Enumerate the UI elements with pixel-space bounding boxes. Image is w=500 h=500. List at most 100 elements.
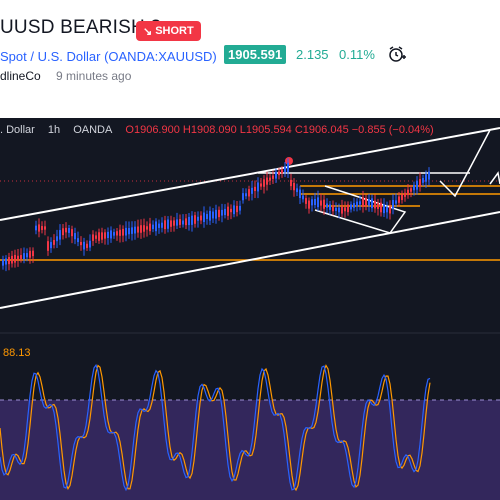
candle-body	[140, 225, 142, 233]
badge-label: SHORT	[155, 25, 194, 37]
candle-body	[338, 207, 340, 213]
legend-interval: 1h	[47, 124, 61, 136]
candle-body	[68, 228, 70, 233]
candle-body	[257, 182, 259, 192]
candle-body	[113, 232, 115, 236]
candle-body	[347, 204, 349, 213]
candle-body	[218, 209, 220, 218]
candle-body	[281, 169, 283, 174]
legend-exchange: OANDA	[73, 124, 113, 136]
candle-body	[35, 225, 37, 231]
candle-body	[110, 230, 112, 239]
candle-body	[77, 238, 79, 243]
candle-body	[410, 188, 412, 192]
candle-body	[251, 187, 253, 194]
candle-body	[416, 180, 418, 190]
candle-body	[260, 183, 262, 187]
candle-body	[104, 232, 106, 239]
legend-symbol: . Dollar	[0, 124, 35, 136]
price-chart[interactable]: . Dollar 1h OANDA O1906.900 H1908.090 L1…	[0, 118, 500, 500]
legend-open: O1906.900	[125, 124, 180, 136]
candle-body	[266, 177, 268, 185]
candle-body	[65, 227, 67, 233]
arrow-down-right-icon: ↘	[143, 25, 153, 38]
candle-body	[161, 222, 163, 228]
candle-body	[377, 203, 379, 209]
price-change: 2.135	[296, 47, 329, 62]
candle-body	[86, 243, 88, 248]
candle-body	[383, 204, 385, 214]
candle-body	[107, 231, 109, 239]
candle-body	[17, 255, 19, 261]
candle-body	[44, 226, 46, 230]
candle-body	[182, 220, 184, 225]
candle-body	[167, 219, 169, 229]
candle-body	[407, 189, 409, 196]
candle-body	[92, 234, 94, 241]
candle-body	[248, 189, 250, 197]
candle-body	[170, 220, 172, 227]
candle-body	[254, 186, 256, 191]
candle-body	[284, 166, 286, 172]
candle-body	[194, 215, 196, 224]
candle-body	[41, 226, 43, 230]
candle-body	[401, 194, 403, 200]
candle-body	[395, 200, 397, 204]
candle-body	[173, 220, 175, 226]
candle-body	[71, 229, 73, 237]
candle-body	[374, 200, 376, 209]
price-change-percent: 0.11%	[339, 47, 375, 62]
candle-body	[197, 216, 199, 221]
candle-body	[290, 179, 292, 187]
candle-body	[245, 193, 247, 197]
candle-body	[389, 206, 391, 214]
author-name[interactable]: dlineCo	[0, 69, 41, 83]
candle-body	[299, 189, 301, 199]
candle-body	[116, 231, 118, 236]
candle-body	[332, 205, 334, 212]
candle-body	[26, 253, 28, 258]
rsi-line-fast	[0, 364, 431, 492]
candle-body	[95, 235, 97, 239]
candle-body	[134, 226, 136, 234]
candle-body	[215, 209, 217, 219]
candle-body	[398, 196, 400, 203]
chart-canvas[interactable]	[0, 118, 500, 500]
candle-body	[242, 193, 244, 201]
candle-body	[320, 200, 322, 206]
candle-body	[32, 250, 34, 257]
candle-body	[29, 250, 31, 258]
candle-body	[176, 219, 178, 226]
candle-body	[128, 228, 130, 235]
chart-legend: . Dollar 1h OANDA O1906.900 H1908.090 L1…	[0, 124, 434, 136]
candle-body	[203, 212, 205, 222]
candle-body	[53, 240, 55, 245]
candle-body	[296, 188, 298, 193]
channel-upper	[0, 127, 500, 221]
candle-body	[341, 206, 343, 214]
candle-body	[23, 253, 25, 260]
candle-body	[5, 258, 7, 265]
candle-body	[119, 229, 121, 236]
symbol-name-link[interactable]: Spot / U.S. Dollar	[0, 49, 101, 64]
candle-body	[50, 242, 52, 249]
candle-body	[188, 216, 190, 226]
legend-low: L1905.594	[239, 124, 292, 136]
candle-body	[272, 175, 274, 179]
candle-body	[269, 177, 271, 181]
short-badge[interactable]: ↘ SHORT	[136, 21, 201, 41]
candle-body	[200, 215, 202, 221]
candle-body	[275, 171, 277, 179]
candle-body	[362, 197, 364, 208]
candle-body	[311, 199, 313, 206]
candle-body	[356, 201, 358, 207]
candle-body	[179, 219, 181, 225]
candle-body	[122, 228, 124, 236]
candle-body	[326, 203, 328, 208]
candle-body	[404, 192, 406, 197]
candle-body	[335, 207, 337, 211]
candle-body	[368, 199, 370, 206]
candle-body	[149, 223, 151, 232]
symbol-exchange-link[interactable]: (OANDA:XAUUSD)	[104, 49, 217, 64]
alarm-clock-plus-icon[interactable]	[387, 44, 407, 64]
